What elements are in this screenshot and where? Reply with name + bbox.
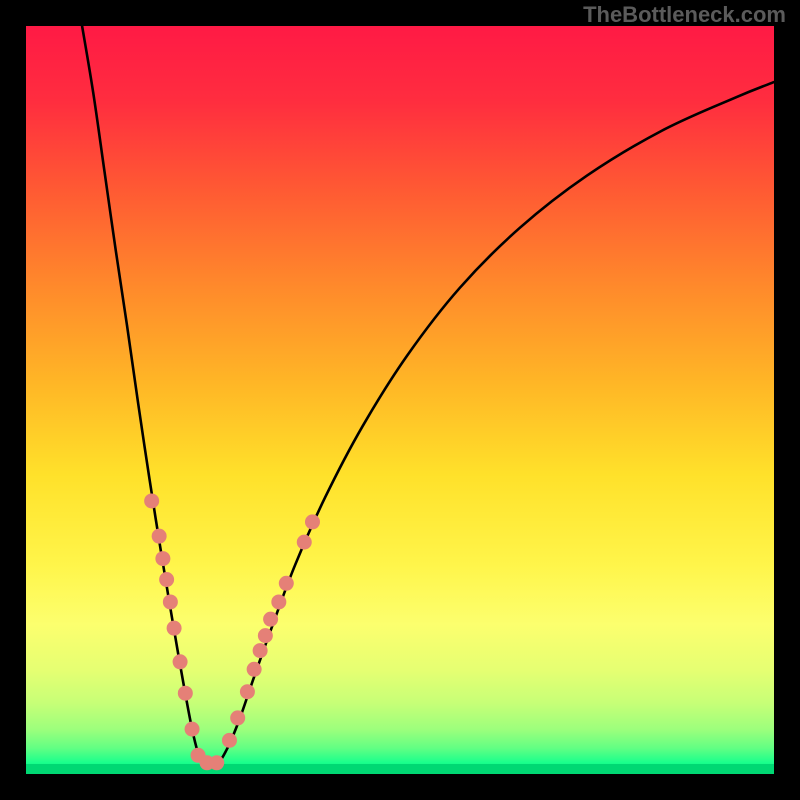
data-marker bbox=[167, 621, 182, 636]
bottom-band-rect bbox=[26, 764, 774, 774]
data-marker bbox=[152, 529, 167, 544]
watermark-text: TheBottleneck.com bbox=[583, 2, 786, 28]
data-marker bbox=[247, 662, 262, 677]
markers-group bbox=[144, 493, 320, 770]
bottleneck-curve bbox=[82, 26, 774, 765]
data-marker bbox=[263, 612, 278, 627]
data-marker bbox=[253, 643, 268, 658]
data-marker bbox=[185, 722, 200, 737]
chart-overlay-svg bbox=[26, 26, 774, 774]
data-marker bbox=[222, 733, 237, 748]
data-marker bbox=[258, 628, 273, 643]
curve-group bbox=[82, 26, 774, 765]
plot-area bbox=[26, 26, 774, 774]
data-marker bbox=[271, 594, 286, 609]
data-marker bbox=[209, 755, 224, 770]
data-marker bbox=[173, 654, 188, 669]
data-marker bbox=[279, 576, 294, 591]
data-marker bbox=[144, 493, 159, 508]
data-marker bbox=[230, 710, 245, 725]
data-marker bbox=[163, 594, 178, 609]
bottom-band bbox=[26, 764, 774, 774]
data-marker bbox=[155, 551, 170, 566]
data-marker bbox=[305, 514, 320, 529]
data-marker bbox=[297, 535, 312, 550]
data-marker bbox=[159, 572, 174, 587]
data-marker bbox=[240, 684, 255, 699]
chart-frame: TheBottleneck.com bbox=[0, 0, 800, 800]
data-marker bbox=[178, 686, 193, 701]
